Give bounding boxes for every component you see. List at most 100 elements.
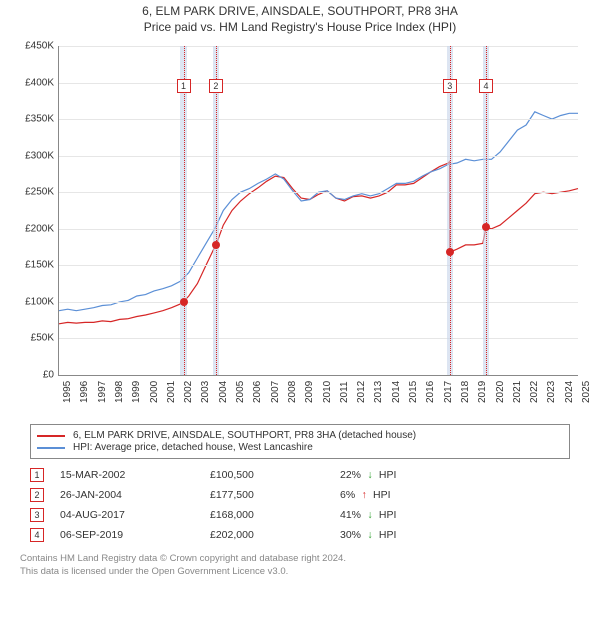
x-tick-label: 2016 bbox=[425, 381, 436, 403]
sales-row-number: 2 bbox=[30, 488, 44, 502]
sale-marker-number: 4 bbox=[479, 79, 493, 93]
gridline bbox=[59, 265, 578, 266]
sale-marker-number: 3 bbox=[443, 79, 457, 93]
x-tick-label: 2015 bbox=[408, 381, 419, 403]
gridline bbox=[59, 46, 578, 47]
legend-swatch bbox=[37, 447, 65, 449]
sales-row-date: 26-JAN-2004 bbox=[60, 489, 210, 501]
sales-row-delta: 41% ↓ HPI bbox=[340, 509, 490, 521]
arrow-down-icon: ↓ bbox=[364, 469, 376, 481]
series-property bbox=[59, 162, 578, 324]
legend: 6, ELM PARK DRIVE, AINSDALE, SOUTHPORT, … bbox=[30, 424, 570, 459]
arrow-up-icon: ↑ bbox=[358, 489, 370, 501]
sales-row-date: 15-MAR-2002 bbox=[60, 469, 210, 481]
title-sub: Price paid vs. HM Land Registry's House … bbox=[0, 20, 600, 34]
x-tick-label: 2022 bbox=[529, 381, 540, 403]
sale-dot bbox=[180, 298, 188, 306]
x-tick-label: 2021 bbox=[512, 381, 523, 403]
sales-row-date: 04-AUG-2017 bbox=[60, 509, 210, 521]
x-tick-label: 2000 bbox=[149, 381, 160, 403]
sales-row-delta: 30% ↓ HPI bbox=[340, 529, 490, 541]
x-tick-label: 2009 bbox=[304, 381, 315, 403]
chart-wrap: 1 2 3 4 £0 £50K £100K £150K £200K £250K £300K £350… bbox=[10, 40, 590, 420]
sales-row: 115-MAR-2002£100,50022% ↓ HPI bbox=[30, 465, 570, 485]
legend-label: HPI: Average price, detached house, West… bbox=[73, 442, 313, 453]
x-tick-label: 2024 bbox=[564, 381, 575, 403]
sale-marker-number: 1 bbox=[177, 79, 191, 93]
sale-dot bbox=[446, 248, 454, 256]
x-tick-label: 2020 bbox=[495, 381, 506, 403]
y-tick-label: £450K bbox=[8, 41, 54, 52]
legend-row: HPI: Average price, detached house, West… bbox=[37, 442, 563, 453]
sales-row-price: £202,000 bbox=[210, 529, 340, 541]
arrow-down-icon: ↓ bbox=[364, 529, 376, 541]
x-tick-label: 2008 bbox=[287, 381, 298, 403]
sales-row: 2 26-JAN-2004£177,5006% ↑ HPI bbox=[30, 485, 570, 505]
x-tick-label: 1995 bbox=[62, 381, 73, 403]
x-tick-label: 2018 bbox=[460, 381, 471, 403]
sales-row-number: 3 bbox=[30, 508, 44, 522]
x-tick-label: 1996 bbox=[79, 381, 90, 403]
chart-container: 6, ELM PARK DRIVE, AINSDALE, SOUTHPORT, … bbox=[0, 0, 600, 620]
x-tick-label: 2006 bbox=[252, 381, 263, 403]
sales-row-delta: 22% ↓ HPI bbox=[340, 469, 490, 481]
x-tick-label: 1997 bbox=[97, 381, 108, 403]
gridline bbox=[59, 338, 578, 339]
footnote-line-2: This data is licensed under the Open Gov… bbox=[20, 566, 580, 579]
y-tick-label: £150K bbox=[8, 260, 54, 271]
y-tick-label: £400K bbox=[8, 77, 54, 88]
x-tick-label: 1999 bbox=[131, 381, 142, 403]
sales-row-number: 4 bbox=[30, 528, 44, 542]
x-tick-label: 2013 bbox=[373, 381, 384, 403]
sales-row: 4 06-SEP-2019£202,00030% ↓ HPI bbox=[30, 525, 570, 545]
footnote: Contains HM Land Registry data © Crown c… bbox=[20, 553, 580, 579]
x-tick-label: 2002 bbox=[183, 381, 194, 403]
x-tick-label: 2019 bbox=[477, 381, 488, 403]
sales-row-price: £177,500 bbox=[210, 489, 340, 501]
title-main: 6, ELM PARK DRIVE, AINSDALE, SOUTHPORT, … bbox=[0, 4, 600, 18]
x-tick-label: 2023 bbox=[546, 381, 557, 403]
y-tick-label: £300K bbox=[8, 150, 54, 161]
x-tick-label: 2004 bbox=[218, 381, 229, 403]
gridline bbox=[59, 192, 578, 193]
gridline bbox=[59, 156, 578, 157]
plot-area: 1 2 3 4 bbox=[58, 46, 578, 376]
x-tick-label: 2014 bbox=[391, 381, 402, 403]
y-tick-label: £250K bbox=[8, 187, 54, 198]
x-tick-label: 2012 bbox=[356, 381, 367, 403]
x-tick-label: 2011 bbox=[339, 381, 350, 403]
gridline bbox=[59, 302, 578, 303]
y-tick-label: £350K bbox=[8, 114, 54, 125]
footnote-line-1: Contains HM Land Registry data © Crown c… bbox=[20, 553, 580, 566]
sales-row: 3 04-AUG-2017£168,00041% ↓ HPI bbox=[30, 505, 570, 525]
sale-dot bbox=[212, 241, 220, 249]
y-tick-label: £100K bbox=[8, 296, 54, 307]
legend-label: 6, ELM PARK DRIVE, AINSDALE, SOUTHPORT, … bbox=[73, 430, 416, 441]
sale-marker-number: 2 bbox=[209, 79, 223, 93]
x-tick-label: 1998 bbox=[114, 381, 125, 403]
x-tick-label: 2007 bbox=[270, 381, 281, 403]
arrow-down-icon: ↓ bbox=[364, 509, 376, 521]
series-hpi bbox=[59, 112, 578, 311]
titles: 6, ELM PARK DRIVE, AINSDALE, SOUTHPORT, … bbox=[0, 0, 600, 34]
x-tick-label: 2001 bbox=[166, 381, 177, 403]
sales-row-date: 06-SEP-2019 bbox=[60, 529, 210, 541]
gridline bbox=[59, 229, 578, 230]
y-tick-label: £200K bbox=[8, 223, 54, 234]
y-tick-label: £0 bbox=[8, 370, 54, 381]
x-tick-label: 2003 bbox=[200, 381, 211, 403]
sales-row-price: £168,000 bbox=[210, 509, 340, 521]
sales-table: 115-MAR-2002£100,50022% ↓ HPI226-JAN-200… bbox=[30, 465, 570, 545]
sales-row-number: 1 bbox=[30, 468, 44, 482]
y-tick-label: £50K bbox=[8, 333, 54, 344]
x-tick-label: 2025 bbox=[581, 381, 592, 403]
sale-dot bbox=[482, 223, 490, 231]
sales-row-delta: 6% ↑ HPI bbox=[340, 489, 490, 501]
gridline bbox=[59, 119, 578, 120]
x-tick-label: 2005 bbox=[235, 381, 246, 403]
legend-swatch bbox=[37, 435, 65, 437]
legend-row: 6, ELM PARK DRIVE, AINSDALE, SOUTHPORT, … bbox=[37, 430, 563, 441]
x-tick-label: 2017 bbox=[443, 381, 454, 403]
gridline bbox=[59, 83, 578, 84]
chart-lines-svg bbox=[59, 46, 578, 375]
